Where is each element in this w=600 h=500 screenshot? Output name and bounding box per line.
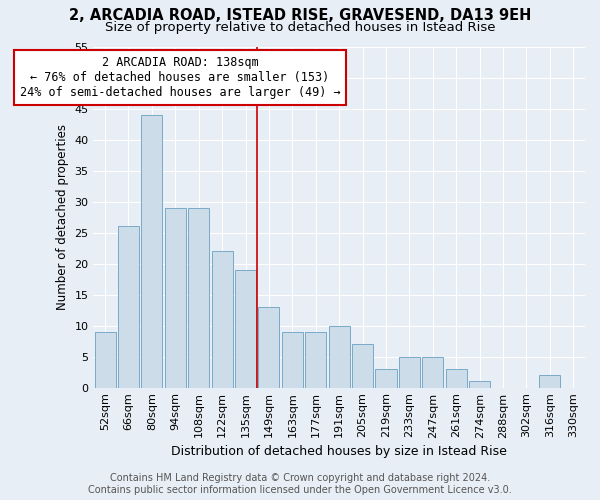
Bar	[235, 270, 256, 388]
Bar	[446, 369, 467, 388]
Bar	[282, 332, 303, 388]
Text: 2 ARCADIA ROAD: 138sqm
← 76% of detached houses are smaller (153)
24% of semi-de: 2 ARCADIA ROAD: 138sqm ← 76% of detached…	[20, 56, 340, 99]
Bar	[142, 114, 163, 388]
Bar	[469, 382, 490, 388]
Bar	[376, 369, 397, 388]
Bar	[259, 307, 280, 388]
Bar	[212, 251, 233, 388]
X-axis label: Distribution of detached houses by size in Istead Rise: Distribution of detached houses by size …	[171, 444, 507, 458]
Bar	[118, 226, 139, 388]
Y-axis label: Number of detached properties: Number of detached properties	[56, 124, 69, 310]
Text: Contains HM Land Registry data © Crown copyright and database right 2024.
Contai: Contains HM Land Registry data © Crown c…	[88, 474, 512, 495]
Bar	[352, 344, 373, 388]
Bar	[188, 208, 209, 388]
Bar	[165, 208, 186, 388]
Bar	[95, 332, 116, 388]
Bar	[539, 375, 560, 388]
Bar	[399, 356, 420, 388]
Bar	[329, 326, 350, 388]
Text: Size of property relative to detached houses in Istead Rise: Size of property relative to detached ho…	[105, 21, 495, 34]
Bar	[422, 356, 443, 388]
Text: 2, ARCADIA ROAD, ISTEAD RISE, GRAVESEND, DA13 9EH: 2, ARCADIA ROAD, ISTEAD RISE, GRAVESEND,…	[69, 8, 531, 22]
Bar	[305, 332, 326, 388]
